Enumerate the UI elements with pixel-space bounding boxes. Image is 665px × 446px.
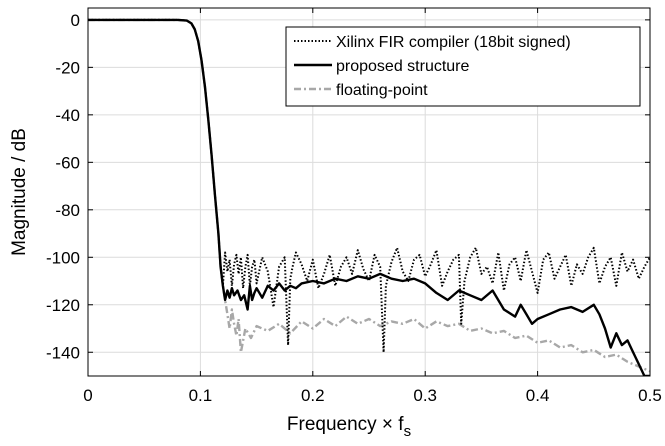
x-axis-title: Frequency × fs: [287, 414, 411, 440]
x-tick-label-2: 0.2: [301, 386, 325, 405]
series-line-2: [88, 18, 650, 373]
y-tick-labels: 0 -20 -40 -60 -80 -100 -120 -140: [46, 11, 80, 362]
x-tick-label-1: 0.1: [189, 386, 213, 405]
y-tick-label-6: -120: [46, 296, 80, 315]
x-axis-title-subscript: s: [404, 423, 412, 440]
x-tick-labels: 0 0.1 0.2 0.3 0.4 0.5: [83, 386, 662, 405]
x-tick-label-5: 0.5: [638, 386, 662, 405]
legend-label-2: floating-point: [336, 82, 428, 99]
y-tick-label-3: -60: [55, 153, 80, 172]
y-tick-label-1: -20: [55, 58, 80, 77]
legend-label-1: proposed structure: [336, 58, 470, 75]
legend-label-0: Xilinx FIR compiler (18bit signed): [336, 34, 571, 51]
y-axis-title: Magnitude / dB: [9, 128, 30, 256]
legend: Xilinx FIR compiler (18bit signed) propos…: [285, 26, 641, 107]
y-tick-label-5: -100: [46, 248, 80, 267]
x-tick-label-3: 0.3: [413, 386, 437, 405]
x-tick-label-0: 0: [83, 386, 92, 405]
plot-frame: [87, 7, 651, 377]
legend-box: [285, 26, 641, 107]
y-tick-label-7: -140: [46, 343, 80, 362]
x-tick-label-4: 0.4: [526, 386, 550, 405]
y-tick-label-0: 0: [71, 11, 80, 30]
x-axis-title-main: Frequency × f: [287, 414, 404, 435]
axis-ticks: [87, 8, 651, 376]
y-tick-label-2: -40: [55, 106, 80, 125]
y-tick-label-4: -80: [55, 201, 80, 220]
plot-area: [88, 18, 650, 376]
